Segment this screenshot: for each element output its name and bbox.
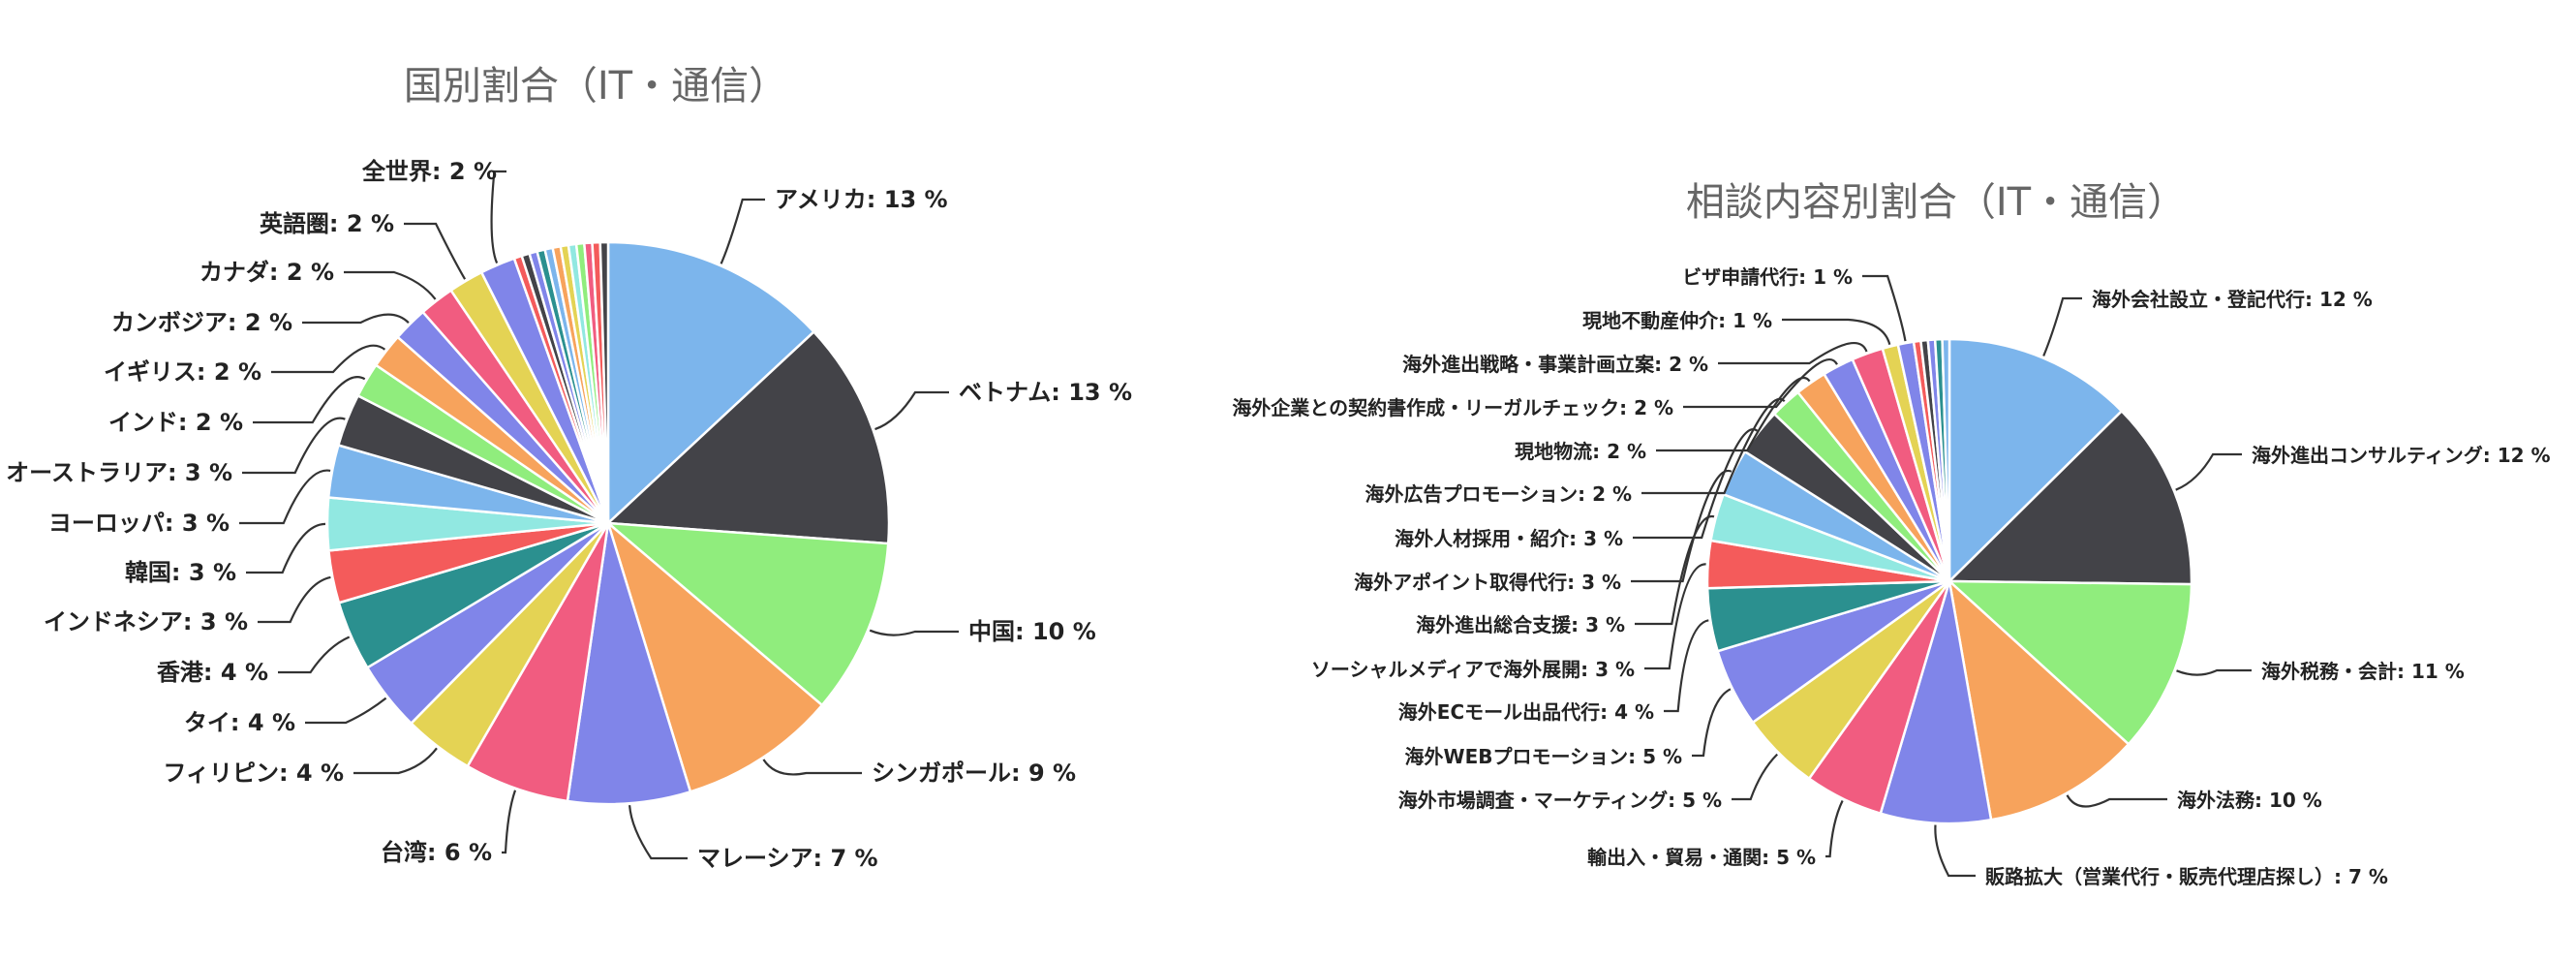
pie-chart-consultation: 海外会社設立・登記代行: 12 % 海外進出コンサルティング: 12 % 海外税務・…: [1232, 265, 2550, 888]
leader-line: [629, 805, 688, 860]
leader-line: [1664, 619, 1709, 713]
data-label: 海外アポイント取得代行: 3 %: [1354, 571, 1621, 594]
pie-slice: [1946, 409, 2193, 586]
leader-line: [762, 759, 862, 776]
data-label: 海外企業との契約書作成・リーガルチェック: 2 %: [1232, 396, 1673, 419]
data-label: アメリカ: 13 %: [775, 186, 948, 213]
data-label: 海外市場調査・マーケティング: 5 %: [1398, 789, 1722, 812]
data-label: タイ: 4 %: [184, 709, 295, 736]
chart-title-country: 国別割合（IT・通信）: [404, 64, 787, 108]
data-label: オーストラリア: 3 %: [6, 459, 232, 486]
data-label: ビザ申請代行: 1 %: [1682, 265, 1853, 289]
leader-line: [1732, 753, 1778, 801]
data-label: 海外WEBプロモーション: 5 %: [1405, 745, 1682, 768]
data-label: ベトナム: 13 %: [959, 379, 1132, 406]
leader-line: [1825, 800, 1844, 858]
pie-slice: [1947, 337, 2124, 584]
data-label: 英語圏: 2 %: [260, 210, 394, 237]
leader-line: [278, 636, 351, 674]
pie-slice: [606, 240, 816, 526]
data-label: インドネシア: 3 %: [44, 608, 248, 636]
data-label: 現地不動産仲介: 1 %: [1582, 309, 1772, 332]
leader-line: [2066, 794, 2167, 808]
data-label: 海外広告プロモーション: 2 %: [1365, 482, 1632, 506]
leader-line: [404, 222, 467, 280]
pie-slice: [604, 521, 890, 707]
pie-slice: [1946, 579, 2193, 746]
leader-line: [869, 629, 959, 636]
data-label: 販路拡大（営業代行・販売代理店探し）: 7 %: [1985, 865, 2388, 888]
leader-line: [2176, 668, 2252, 676]
data-label: 香港: 4 %: [157, 659, 268, 686]
leader-line: [258, 575, 331, 624]
leader-line: [271, 344, 386, 374]
data-label: ヨーロッパ: 3 %: [48, 510, 230, 537]
data-label: 輸出入・貿易・通関: 5 %: [1587, 846, 1816, 869]
pie-chart-country: アメリカ: 13 % ベトナム: 13 % 中国: 10 % シンガポール: 9 % マ…: [6, 158, 1132, 872]
leader-line: [1934, 824, 1976, 878]
leader-line: [1718, 342, 1868, 365]
leader-line: [2175, 452, 2242, 491]
leader-line: [302, 313, 410, 325]
leader-line: [502, 790, 517, 854]
leader-line: [242, 417, 346, 475]
data-label: イギリス: 2 %: [104, 358, 261, 386]
leader-line: [353, 747, 438, 775]
leader-line: [1635, 514, 1715, 626]
data-label: 現地物流: 2 %: [1515, 440, 1646, 463]
leader-line: [1782, 318, 1891, 346]
data-label: シンガポール: 9 %: [872, 760, 1076, 787]
data-label: 海外ECモール出品代行: 4 %: [1398, 700, 1654, 724]
leader-line: [1692, 688, 1732, 758]
pie-slice: [605, 519, 824, 793]
pie-slice-small: [598, 240, 610, 524]
data-label: 韓国: 3 %: [125, 559, 236, 586]
leader-line: [1633, 428, 1759, 540]
pie-slice: [605, 329, 891, 545]
chart-title-consultation: 相談内容別割合（IT・通信）: [1686, 180, 2186, 225]
data-label: 海外税務・会計: 11 %: [2261, 660, 2465, 683]
data-label: カンボジア: 2 %: [111, 309, 292, 336]
leader-line: [720, 198, 765, 264]
leader-line: [1862, 274, 1907, 342]
pie-slice: [1947, 577, 2131, 822]
data-label: フィリピン: 4 %: [163, 760, 344, 787]
pie-slice-small: [1941, 337, 1951, 582]
leader-line: [305, 697, 387, 725]
pie-slice: [1879, 580, 1993, 825]
leader-line: [246, 522, 326, 574]
data-label: 全世界: 2 %: [361, 158, 497, 185]
data-label: 中国: 10 %: [968, 618, 1096, 645]
leader-line: [490, 170, 506, 264]
leader-line: [239, 469, 331, 525]
leader-line: [1683, 358, 1838, 409]
leader-line: [253, 376, 366, 424]
leader-line: [1631, 469, 1733, 583]
data-label: 海外進出コンサルティング: 12 %: [2252, 444, 2551, 467]
data-label: カナダ: 2 %: [199, 259, 334, 286]
leader-line: [874, 390, 949, 431]
leader-line: [344, 270, 437, 300]
data-label: 海外会社設立・登記代行: 12 %: [2092, 288, 2373, 311]
data-label: 海外進出戦略・事業計画立案: 2 %: [1402, 353, 1708, 376]
leader-line: [1644, 563, 1706, 670]
data-label: インド: 2 %: [108, 409, 243, 436]
leader-line: [2042, 296, 2082, 356]
data-label: 海外進出総合支援: 3 %: [1416, 613, 1625, 636]
data-label: 海外人材採用・紹介: 3 %: [1395, 527, 1623, 550]
data-label: 海外法務: 10 %: [2177, 789, 2322, 812]
data-label: ソーシャルメディアで海外展開: 3 %: [1311, 658, 1635, 681]
leader-line: [1656, 376, 1811, 452]
data-label: マレーシア: 7 %: [697, 845, 878, 872]
data-label: 台湾: 6 %: [381, 839, 492, 866]
